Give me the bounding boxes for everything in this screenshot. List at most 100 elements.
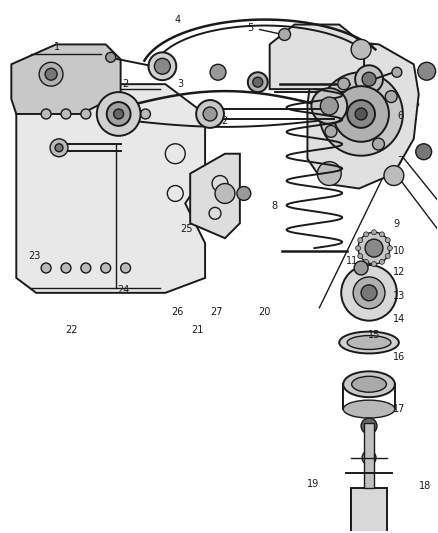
Text: 18: 18 bbox=[419, 481, 431, 491]
Circle shape bbox=[379, 260, 385, 264]
Circle shape bbox=[253, 77, 263, 87]
Circle shape bbox=[107, 102, 131, 126]
Circle shape bbox=[311, 88, 347, 124]
Text: 7: 7 bbox=[397, 156, 404, 166]
Circle shape bbox=[373, 138, 385, 150]
Circle shape bbox=[385, 238, 390, 243]
Circle shape bbox=[362, 451, 376, 465]
Polygon shape bbox=[190, 154, 240, 238]
Circle shape bbox=[120, 109, 131, 119]
Text: 24: 24 bbox=[117, 285, 130, 295]
Text: 6: 6 bbox=[397, 110, 403, 120]
Polygon shape bbox=[11, 44, 120, 114]
Circle shape bbox=[196, 100, 224, 128]
Circle shape bbox=[351, 39, 371, 59]
Circle shape bbox=[248, 72, 268, 92]
Circle shape bbox=[388, 246, 392, 251]
Circle shape bbox=[106, 52, 116, 62]
Circle shape bbox=[101, 263, 111, 273]
Circle shape bbox=[210, 64, 226, 80]
Circle shape bbox=[41, 263, 51, 273]
Text: 17: 17 bbox=[393, 405, 406, 415]
Circle shape bbox=[358, 238, 363, 243]
Circle shape bbox=[356, 246, 360, 251]
Circle shape bbox=[384, 166, 404, 185]
Text: 5: 5 bbox=[247, 23, 254, 33]
Circle shape bbox=[371, 230, 377, 235]
Circle shape bbox=[392, 67, 402, 77]
Circle shape bbox=[101, 109, 111, 119]
Text: 3: 3 bbox=[178, 79, 184, 89]
Circle shape bbox=[81, 109, 91, 119]
Circle shape bbox=[355, 108, 367, 120]
Circle shape bbox=[333, 86, 389, 142]
Text: 27: 27 bbox=[210, 306, 223, 317]
Text: 12: 12 bbox=[393, 267, 406, 277]
Text: 2: 2 bbox=[221, 116, 227, 126]
Text: 1: 1 bbox=[54, 42, 60, 52]
Circle shape bbox=[114, 109, 124, 119]
Circle shape bbox=[358, 254, 363, 259]
Circle shape bbox=[362, 72, 376, 86]
Circle shape bbox=[41, 109, 51, 119]
Circle shape bbox=[141, 109, 150, 119]
Circle shape bbox=[371, 262, 377, 266]
Text: 2: 2 bbox=[122, 79, 128, 89]
Circle shape bbox=[61, 263, 71, 273]
Text: 16: 16 bbox=[393, 352, 405, 361]
Bar bbox=[351, 488, 387, 533]
Ellipse shape bbox=[347, 336, 391, 350]
Text: 11: 11 bbox=[346, 256, 358, 266]
Text: 26: 26 bbox=[171, 306, 184, 317]
Ellipse shape bbox=[339, 332, 399, 353]
Circle shape bbox=[361, 418, 377, 434]
Text: 20: 20 bbox=[258, 306, 271, 317]
Text: 15: 15 bbox=[367, 330, 380, 341]
Circle shape bbox=[45, 68, 57, 80]
Circle shape bbox=[120, 263, 131, 273]
Circle shape bbox=[358, 232, 390, 264]
Circle shape bbox=[416, 144, 431, 160]
Circle shape bbox=[320, 97, 338, 115]
Circle shape bbox=[148, 52, 176, 80]
Ellipse shape bbox=[343, 400, 395, 418]
Circle shape bbox=[39, 62, 63, 86]
Circle shape bbox=[365, 239, 383, 257]
Circle shape bbox=[319, 72, 403, 156]
Ellipse shape bbox=[343, 372, 395, 397]
Text: 25: 25 bbox=[180, 224, 192, 235]
Polygon shape bbox=[270, 25, 364, 89]
Circle shape bbox=[364, 232, 368, 237]
Ellipse shape bbox=[352, 376, 386, 392]
Text: 21: 21 bbox=[191, 325, 203, 335]
Circle shape bbox=[215, 183, 235, 204]
Bar bbox=[364, 423, 374, 488]
Circle shape bbox=[354, 261, 368, 275]
Circle shape bbox=[379, 232, 385, 237]
Text: 22: 22 bbox=[65, 325, 78, 335]
Circle shape bbox=[81, 263, 91, 273]
Text: 23: 23 bbox=[28, 251, 41, 261]
Text: 10: 10 bbox=[393, 246, 405, 256]
Circle shape bbox=[364, 260, 368, 264]
Circle shape bbox=[155, 58, 170, 74]
Circle shape bbox=[338, 78, 350, 90]
Circle shape bbox=[97, 92, 141, 136]
Circle shape bbox=[418, 62, 436, 80]
Circle shape bbox=[347, 100, 375, 128]
Circle shape bbox=[237, 187, 251, 200]
Text: 14: 14 bbox=[393, 314, 405, 325]
Circle shape bbox=[355, 65, 383, 93]
Circle shape bbox=[279, 29, 290, 41]
Text: 19: 19 bbox=[307, 479, 319, 489]
Text: 9: 9 bbox=[393, 219, 399, 229]
Circle shape bbox=[55, 144, 63, 152]
Circle shape bbox=[385, 91, 397, 102]
Text: 4: 4 bbox=[175, 15, 181, 25]
Circle shape bbox=[325, 125, 337, 138]
Circle shape bbox=[203, 107, 217, 121]
Circle shape bbox=[361, 285, 377, 301]
Text: 8: 8 bbox=[271, 200, 277, 211]
Circle shape bbox=[353, 277, 385, 309]
Circle shape bbox=[341, 265, 397, 321]
